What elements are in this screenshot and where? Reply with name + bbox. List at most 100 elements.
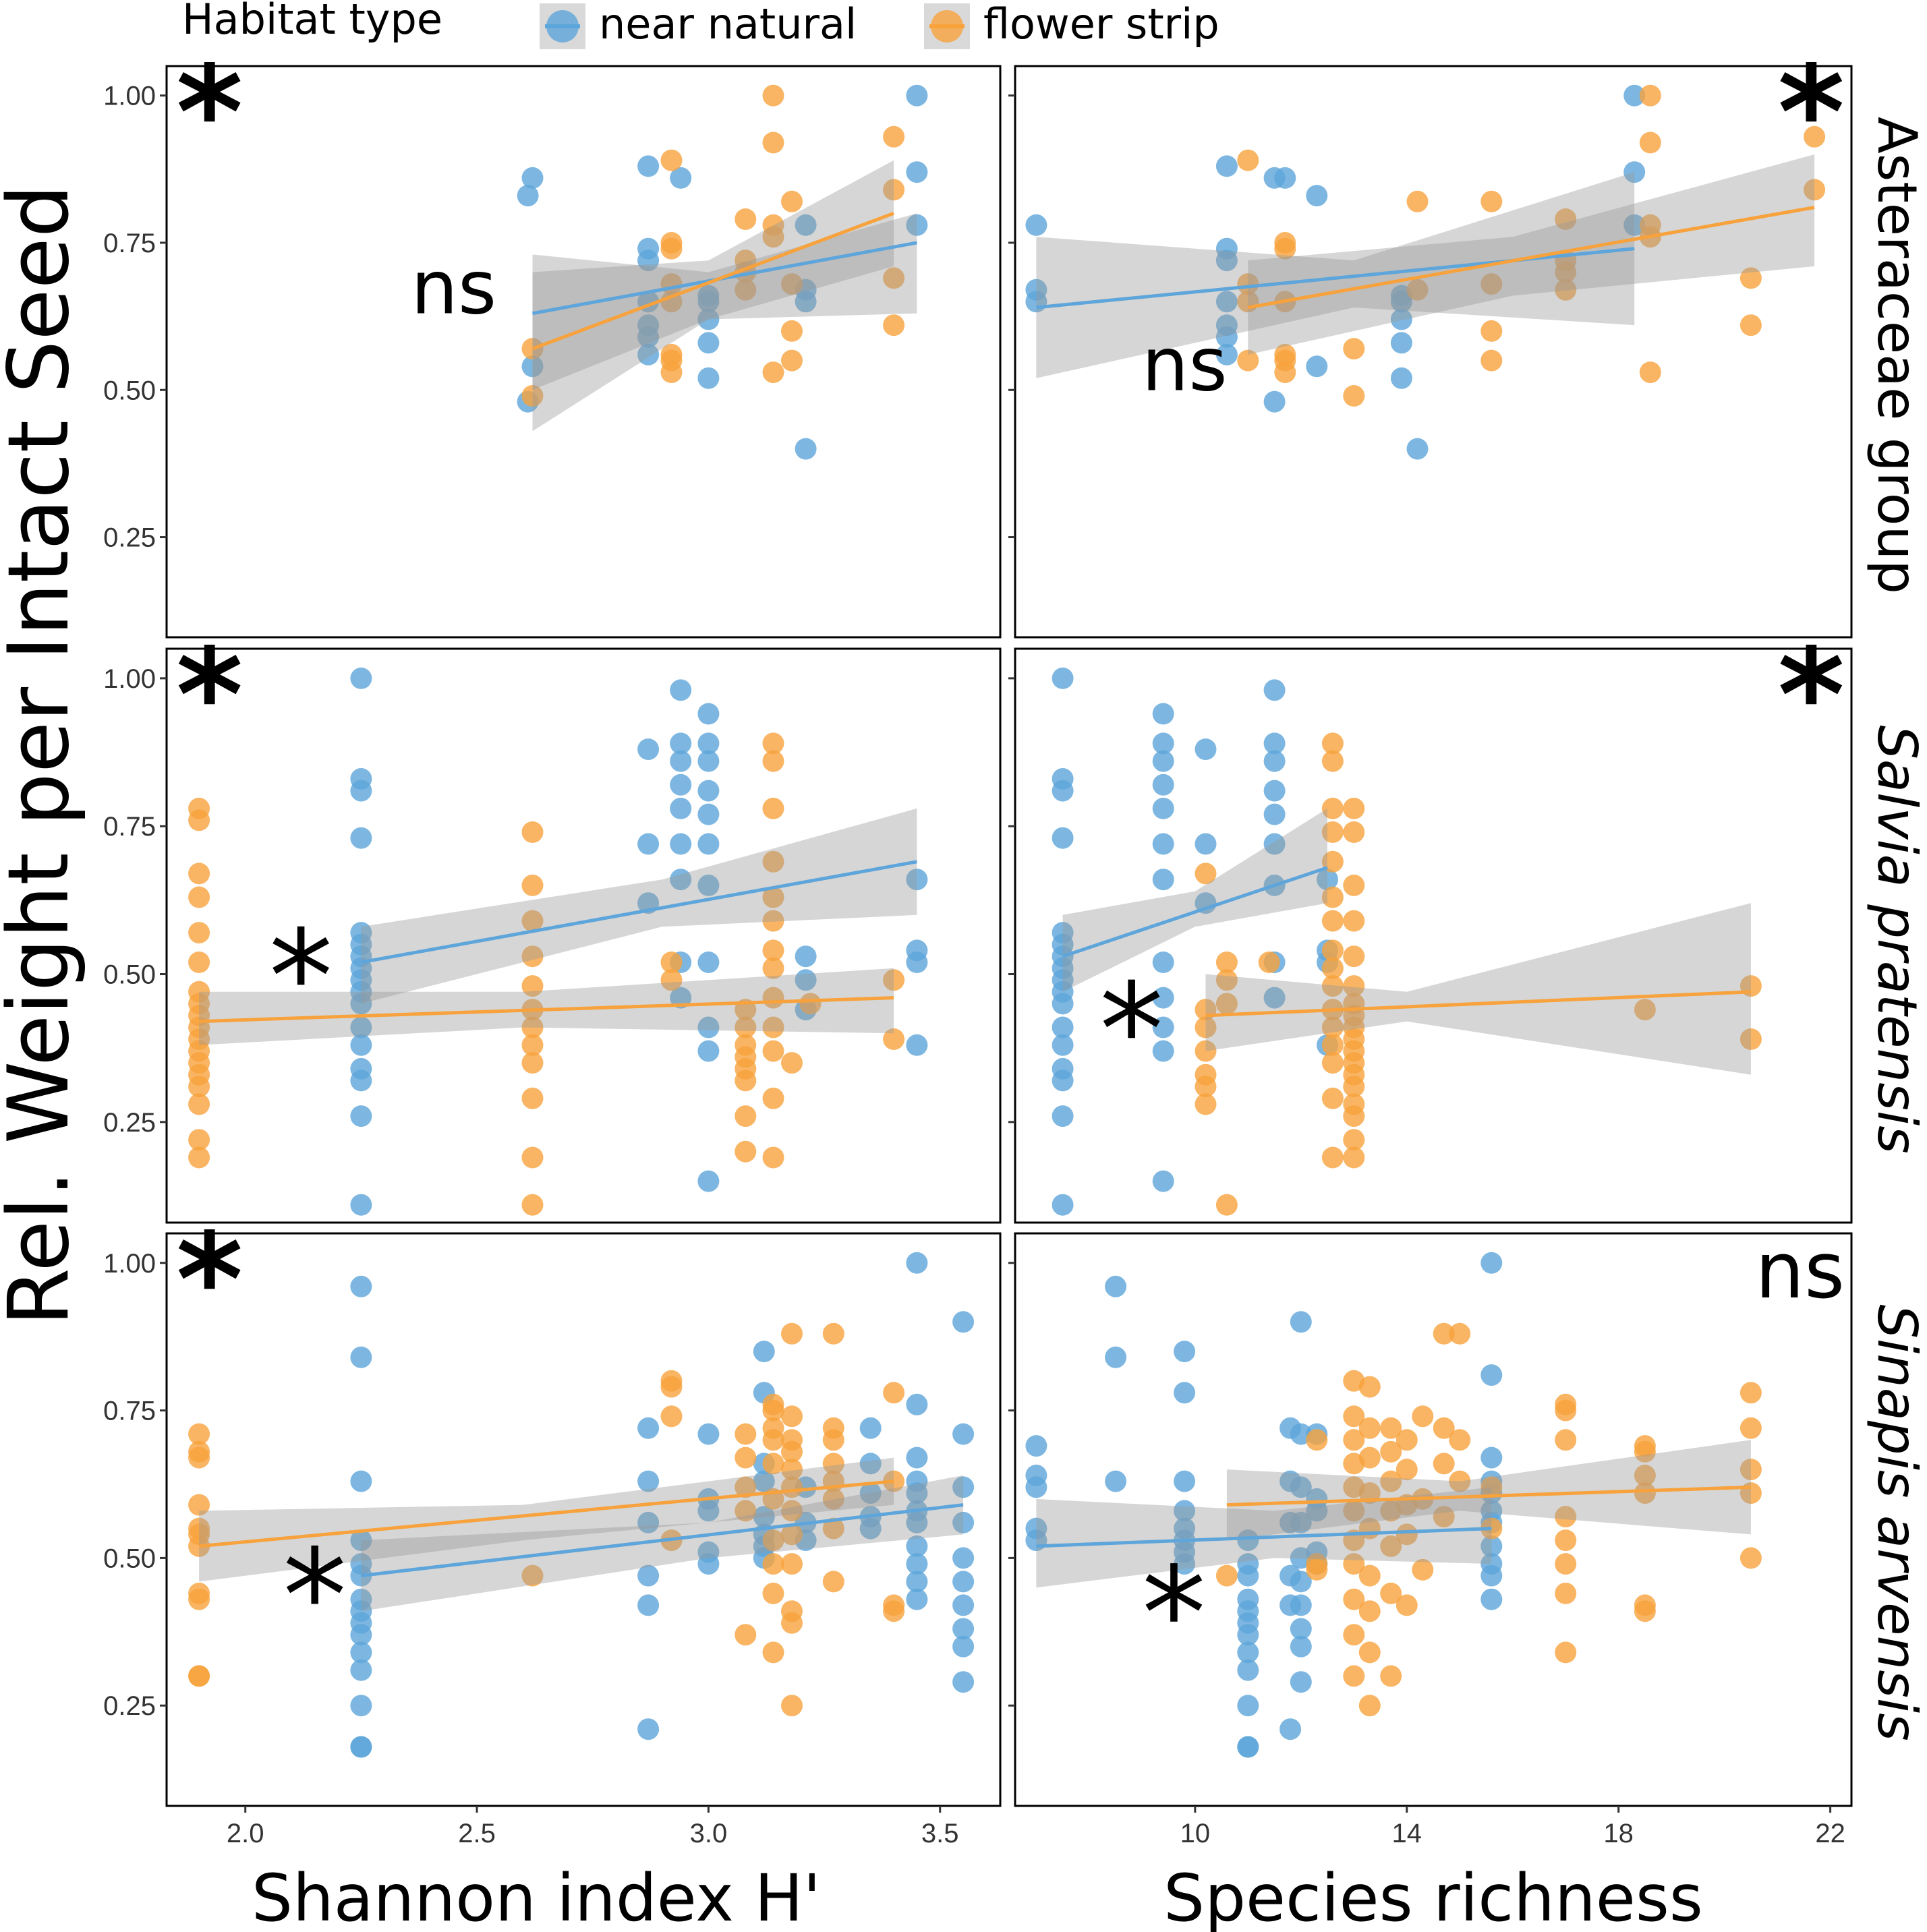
data-point-flower-strip xyxy=(735,1105,757,1128)
data-point-near-natural xyxy=(670,773,692,796)
data-point-flower-strip xyxy=(762,910,784,932)
data-point-near-natural xyxy=(697,1016,720,1038)
data-point-flower-strip xyxy=(1480,320,1503,342)
data-point-near-natural xyxy=(1152,1040,1174,1062)
data-point-flower-strip xyxy=(762,1641,784,1664)
y-tick-label: 1.00 xyxy=(103,82,156,111)
data-point-near-natural xyxy=(670,833,692,855)
data-point-near-natural xyxy=(1052,827,1074,849)
data-point-near-natural xyxy=(637,1564,660,1587)
data-point-flower-strip xyxy=(735,1140,757,1163)
data-point-near-natural xyxy=(1390,291,1412,313)
data-point-near-natural xyxy=(670,679,692,701)
panel-2-0: ** xyxy=(160,1206,1002,1813)
data-point-flower-strip xyxy=(1343,1624,1365,1646)
data-point-flower-strip xyxy=(1343,975,1365,997)
data-point-flower-strip xyxy=(521,821,544,843)
corner-significance-label: * xyxy=(176,621,243,770)
data-point-flower-strip xyxy=(1358,1641,1381,1664)
legend-label-flower-strip: flower strip xyxy=(983,0,1219,49)
data-point-flower-strip xyxy=(781,1695,803,1717)
data-point-flower-strip xyxy=(1804,179,1826,201)
data-point-flower-strip xyxy=(1449,1470,1471,1492)
data-point-flower-strip xyxy=(1343,821,1365,843)
data-point-near-natural xyxy=(906,214,928,236)
data-point-flower-strip xyxy=(1639,131,1661,154)
panel-plot-area xyxy=(1052,667,1762,1216)
series-comparison-label: * xyxy=(283,1522,347,1671)
data-point-flower-strip xyxy=(660,361,683,384)
data-point-near-natural xyxy=(1174,1500,1196,1522)
data-point-flower-strip xyxy=(762,1146,784,1169)
data-point-near-natural xyxy=(1390,332,1412,354)
data-point-flower-strip xyxy=(1321,821,1344,843)
data-point-near-natural xyxy=(1480,1364,1503,1386)
data-point-flower-strip xyxy=(1321,1087,1344,1109)
data-point-near-natural xyxy=(859,1517,882,1540)
data-point-near-natural xyxy=(952,1571,975,1593)
data-point-flower-strip xyxy=(781,190,803,212)
y-tick-label: 1.00 xyxy=(103,664,156,694)
data-point-near-natural xyxy=(859,1417,882,1439)
data-point-flower-strip xyxy=(521,975,544,997)
data-point-near-natural xyxy=(1237,1564,1259,1587)
data-point-near-natural xyxy=(637,343,660,365)
data-point-near-natural xyxy=(906,1252,928,1274)
data-point-flower-strip xyxy=(781,349,803,372)
data-point-near-natural xyxy=(1215,250,1238,272)
data-point-flower-strip xyxy=(1321,1052,1344,1074)
data-point-near-natural xyxy=(1105,1470,1127,1492)
data-point-near-natural xyxy=(1480,1588,1503,1610)
data-point-near-natural xyxy=(350,1736,372,1758)
data-point-near-natural xyxy=(697,1040,720,1062)
data-point-flower-strip xyxy=(762,750,784,772)
data-point-near-natural xyxy=(350,1659,372,1681)
data-point-flower-strip xyxy=(822,1453,844,1475)
data-point-flower-strip xyxy=(1739,1547,1762,1569)
data-point-near-natural xyxy=(350,1346,372,1368)
data-point-flower-strip xyxy=(1555,1529,1577,1552)
data-point-near-natural xyxy=(1174,1553,1196,1575)
data-point-near-natural xyxy=(1290,1671,1312,1693)
data-point-near-natural xyxy=(795,214,817,236)
data-point-near-natural xyxy=(1152,987,1174,1009)
data-point-near-natural xyxy=(1215,326,1238,348)
panel-plot-area xyxy=(517,84,928,460)
data-point-flower-strip xyxy=(1634,1464,1656,1486)
data-point-flower-strip xyxy=(188,1093,210,1115)
data-point-flower-strip xyxy=(1215,1194,1238,1216)
confidence-band-near-natural xyxy=(361,1475,964,1612)
data-point-near-natural xyxy=(350,827,372,849)
data-point-near-natural xyxy=(521,355,544,378)
data-point-near-natural xyxy=(1174,1341,1196,1363)
data-point-near-natural xyxy=(1306,1500,1328,1522)
data-point-near-natural xyxy=(1480,1535,1503,1557)
data-point-flower-strip xyxy=(1343,385,1365,407)
data-point-flower-strip xyxy=(762,361,784,384)
data-point-flower-strip xyxy=(1343,1105,1365,1128)
data-point-flower-strip xyxy=(1555,1582,1577,1604)
data-point-flower-strip xyxy=(1433,1417,1455,1439)
panels: *ns*ns******ns* xyxy=(160,38,1853,1813)
data-point-flower-strip xyxy=(1195,1076,1217,1098)
data-point-flower-strip xyxy=(1321,886,1344,908)
data-point-flower-strip xyxy=(188,1129,210,1151)
data-point-near-natural xyxy=(1152,952,1174,973)
y-tick-label: 0.50 xyxy=(103,960,156,990)
data-point-near-natural xyxy=(1480,1252,1503,1274)
data-point-near-natural xyxy=(697,308,720,330)
data-point-near-natural xyxy=(1290,1571,1312,1593)
data-point-near-natural xyxy=(1263,732,1286,755)
data-point-flower-strip xyxy=(188,1665,210,1687)
data-point-flower-strip xyxy=(781,1052,803,1074)
fit-line-near-natural xyxy=(1036,1527,1492,1548)
data-point-flower-strip xyxy=(1358,1695,1381,1717)
data-point-flower-strip xyxy=(1433,1453,1455,1475)
data-point-flower-strip xyxy=(1321,957,1344,979)
data-point-flower-strip xyxy=(1306,1429,1328,1451)
data-point-near-natural xyxy=(350,1194,372,1216)
data-point-near-natural xyxy=(1263,750,1286,772)
x-tick-label: 14 xyxy=(1392,1819,1422,1848)
data-point-near-natural xyxy=(1306,185,1328,207)
data-point-flower-strip xyxy=(1739,1028,1762,1050)
